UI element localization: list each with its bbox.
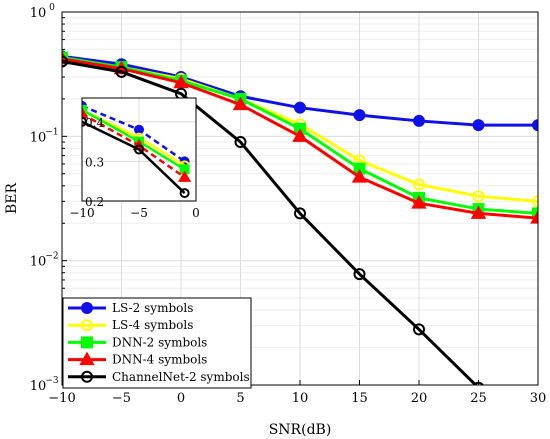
x-tick-label: 0: [177, 391, 185, 406]
data-point-ls-2-symbols: [294, 101, 306, 114]
y-tick-label: 10: [30, 6, 47, 21]
data-point-dnn-4-symbols: [232, 96, 249, 111]
legend-swatch-marker: [81, 370, 93, 383]
inset-x-tick-label: −10: [69, 206, 94, 220]
data-point-ls-2-symbols: [532, 119, 538, 132]
data-point-channelnet-2-symbols: [62, 55, 68, 68]
x-tick-label: −10: [48, 391, 75, 406]
data-point-dnn-4-symbols: [470, 205, 487, 219]
inset-y-tick-label: 0.4: [85, 116, 104, 130]
y-tick-label: 10: [30, 130, 47, 145]
data-point-ls-4-symbols: [532, 195, 538, 208]
inset-data-point: [82, 107, 89, 119]
legend-item-dnn-4-symbols: DNN-4 symbols: [68, 351, 207, 367]
x-tick-label: 5: [236, 391, 244, 406]
inset-data-point: [134, 124, 144, 135]
y-tick-label: 10: [30, 255, 47, 270]
y-tick-exponent: 0: [49, 3, 55, 13]
data-point-dnn-2-symbols: [532, 207, 538, 220]
y-tick-exponent: −2: [45, 252, 58, 262]
x-tick-label: 25: [470, 391, 487, 406]
y-tick-exponent: −3: [45, 376, 59, 386]
y-tick-label: 10: [30, 379, 47, 394]
legend-item-dnn-2-symbols: DNN-2 symbols: [68, 335, 207, 349]
series-line-channelnet-2-symbols: [62, 59, 478, 385]
x-tick-label: −5: [112, 391, 131, 406]
inset-data-point: [82, 104, 87, 115]
data-point-dnn-4-symbols: [292, 128, 308, 142]
inset-y-tick-label: 0.3: [85, 155, 104, 169]
data-point-ls-2-symbols: [413, 114, 425, 127]
inset-data-point: [179, 188, 190, 199]
inset-data-point: [82, 116, 87, 127]
inset-y-tick-label: 0.2: [85, 195, 104, 209]
legend-label: LS-2 symbols: [112, 301, 193, 315]
inset-data-point: [134, 144, 144, 155]
inset-series: [82, 100, 192, 199]
inset-x-tick-label: 0: [192, 206, 200, 220]
legend-label: LS-4 symbols: [112, 318, 193, 332]
data-point-ls-4-symbols: [413, 178, 425, 191]
data-point-ls-2-symbols: [472, 119, 485, 132]
x-tick-label: 15: [351, 391, 368, 406]
data-point-channelnet-2-symbols: [234, 136, 247, 149]
legend: LS-2 symbols LS-4 symbols DNN-2 symbols DNN…: [62, 297, 252, 389]
data-point-dnn-4-symbols: [173, 74, 189, 89]
y-tick-exponent: −1: [45, 127, 58, 137]
legend-label: DNN-2 symbols: [112, 335, 207, 349]
legend-swatch-marker: [81, 302, 93, 314]
legend-label: ChannelNet-2 symbols: [112, 370, 250, 384]
legend-item-ls-2-symbols: LS-2 symbols: [68, 301, 193, 315]
legend-item-channelnet-2-symbols: ChannelNet-2 symbols: [68, 370, 250, 384]
y-axis-label: BER: [4, 183, 20, 215]
data-point-ls-4-symbols: [472, 190, 485, 203]
legend-swatch-marker: [81, 319, 93, 332]
data-point-channelnet-2-symbols: [115, 65, 128, 78]
data-point-channelnet-2-symbols: [294, 207, 306, 220]
data-point-dnn-4-symbols: [351, 169, 368, 183]
inset-chart: 0.2 0.3 0.4 −10 −5 0: [69, 97, 200, 220]
x-tick-label: 20: [411, 391, 428, 406]
data-point-dnn-4-symbols: [411, 195, 427, 209]
inset-series-line: [82, 120, 186, 194]
data-point-dnn-4-symbols: [530, 210, 538, 224]
inset-data-point: [178, 170, 192, 182]
legend-item-ls-4-symbols: LS-4 symbols: [68, 318, 193, 332]
legend-swatch-marker: [79, 351, 95, 366]
data-point-channelnet-2-symbols: [353, 268, 366, 281]
inset-border: [81, 97, 197, 202]
legend-swatch-marker: [81, 336, 93, 349]
x-tick-label: 30: [530, 391, 547, 406]
x-axis-label: SNR(dB): [269, 422, 332, 438]
data-point-ls-2-symbols: [353, 109, 366, 122]
data-point-channelnet-2-symbols: [413, 323, 425, 336]
inset-x-tick-label: −5: [130, 206, 148, 220]
legend-label: DNN-4 symbols: [112, 353, 207, 367]
x-tick-label: 10: [292, 391, 309, 406]
